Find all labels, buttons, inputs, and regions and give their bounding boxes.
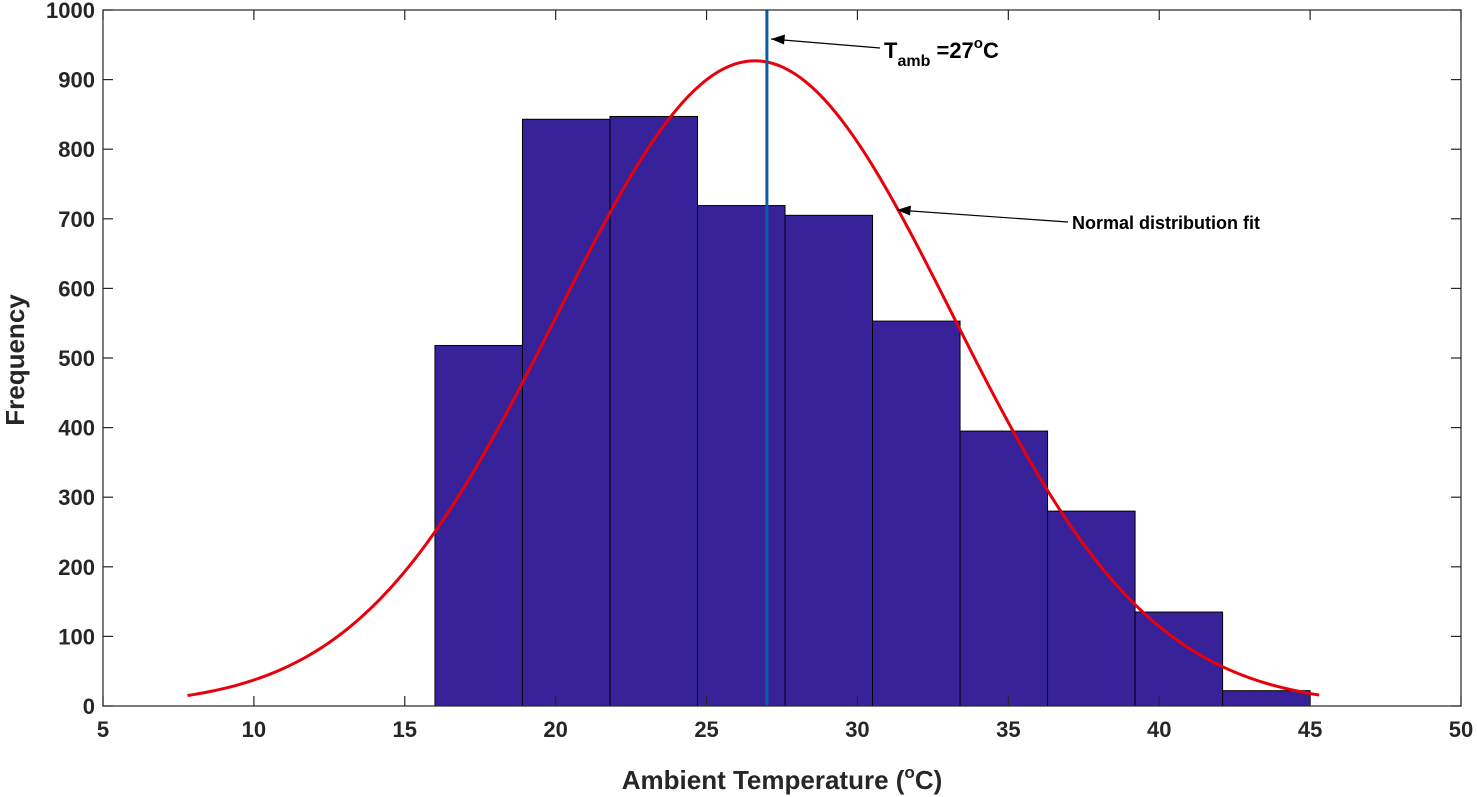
x-tick-label: 5	[97, 717, 109, 742]
histogram-bar	[697, 205, 786, 707]
x-tick-label: 40	[1147, 717, 1171, 742]
tamb-label-value: =27	[930, 38, 973, 63]
tamb-label: Tamb =27oC	[884, 35, 999, 70]
x-axis-title-sup: o	[904, 763, 914, 782]
fit-label: Normal distribution fit	[1072, 213, 1260, 233]
x-tick-label: 15	[393, 717, 417, 742]
x-tick-label: 20	[543, 717, 567, 742]
x-axis-title: Ambient Temperature (oC)	[622, 763, 943, 795]
x-axis-title-main: Ambient Temperature (	[622, 765, 905, 795]
x-tick-label: 30	[845, 717, 869, 742]
y-tick-label: 200	[58, 555, 95, 580]
histogram-bar	[521, 118, 611, 707]
x-ticks-group: 5 10 15 20 25 30 35 40 45 50	[97, 10, 1473, 742]
histogram-bar	[609, 115, 699, 707]
y-tick-label: 100	[58, 624, 95, 649]
fit-arrow-line	[896, 209, 1069, 223]
y-tick-label: 800	[58, 137, 95, 162]
tamb-arrow-head	[771, 34, 785, 45]
y-tick-label: 300	[58, 485, 95, 510]
histogram-bar	[784, 214, 874, 707]
tamb-label-sup: o	[974, 35, 983, 52]
y-tick-label: 1000	[46, 0, 95, 23]
y-ticks-group: 0 100 200 300 400 500 600 700 800 900 1000	[46, 0, 1461, 719]
bars-group	[434, 115, 1311, 707]
y-tick-label: 400	[58, 416, 95, 441]
tamb-label-t: T	[884, 38, 898, 63]
tamb-label-sub: amb	[897, 53, 930, 70]
fit-annotation: Normal distribution fit	[896, 205, 1260, 233]
x-tick-label: 50	[1449, 717, 1473, 742]
y-tick-label: 900	[58, 68, 95, 93]
tamb-arrow-line	[770, 38, 881, 49]
histogram-bar	[872, 320, 961, 707]
x-tick-label: 25	[694, 717, 718, 742]
histogram-bar	[434, 344, 523, 707]
tamb-annotation: Tamb =27oC	[770, 34, 999, 70]
fit-arrow-head	[897, 205, 911, 216]
x-tick-label: 45	[1298, 717, 1322, 742]
histogram-bar	[1222, 690, 1311, 707]
y-tick-label: 500	[58, 346, 95, 371]
x-tick-label: 35	[996, 717, 1020, 742]
tamb-label-unit: C	[983, 38, 999, 63]
y-axis-title: Frequency	[0, 294, 30, 426]
y-tick-label: 700	[58, 207, 95, 232]
y-tick-label: 0	[83, 694, 95, 719]
histogram-bar	[959, 430, 1049, 707]
x-axis-title-end: C)	[915, 765, 942, 795]
x-tick-label: 10	[242, 717, 266, 742]
y-tick-label: 600	[58, 276, 95, 301]
normal-fit-curve	[187, 59, 1320, 697]
histogram-bar	[1047, 510, 1136, 707]
